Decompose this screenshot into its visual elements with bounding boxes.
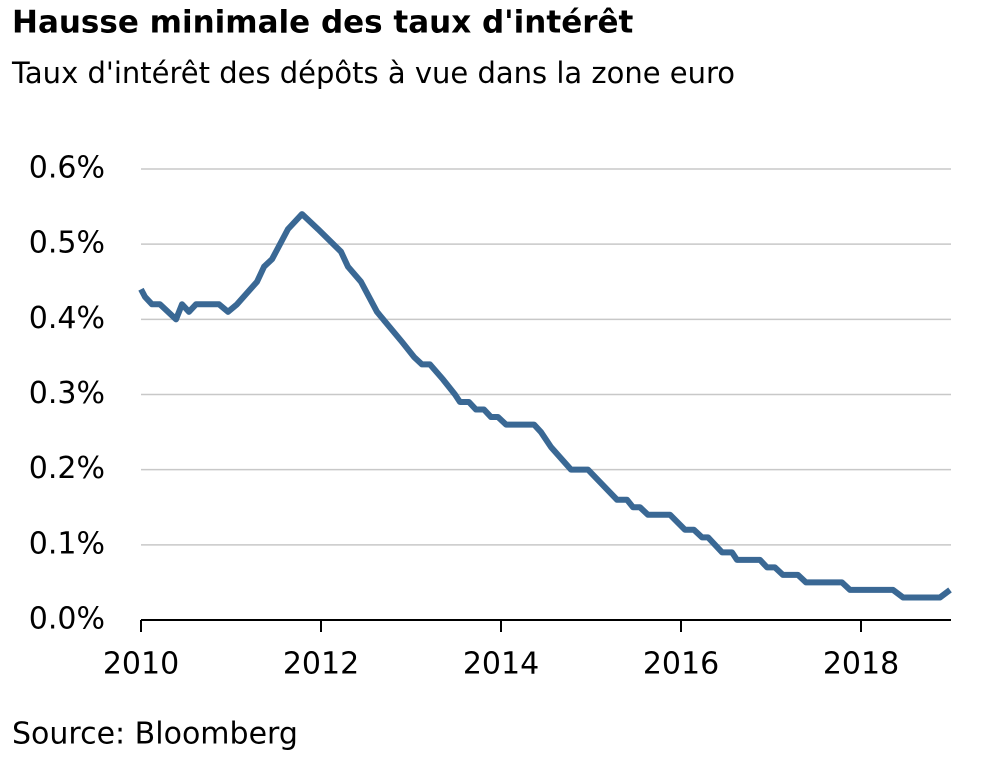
source: Source: Bloomberg: [12, 717, 298, 752]
x-tick-label: 2016: [643, 647, 719, 682]
line: [138, 211, 952, 601]
x-tick-label: 2012: [283, 647, 359, 682]
y-tick-label: 0.4%: [29, 301, 105, 336]
x-tick-label: 2014: [463, 647, 539, 682]
x-tick-label: 2018: [823, 647, 899, 682]
y-tick-label: 0.5%: [29, 226, 105, 261]
y-tick-label: 0.6%: [29, 151, 105, 186]
y-tick-label: 0.2%: [29, 451, 105, 486]
y-tick-label: 0.0%: [29, 602, 105, 637]
x-tick-label: 2010: [103, 647, 179, 682]
y-tick-label: 0.3%: [29, 376, 105, 411]
chart-title: Hausse minimale des taux d'intérêt: [12, 5, 634, 41]
y-tick-label: 0.1%: [29, 526, 105, 561]
chart-subtitle: Taux d'intérêt des dépôts à vue dans la …: [11, 56, 735, 90]
